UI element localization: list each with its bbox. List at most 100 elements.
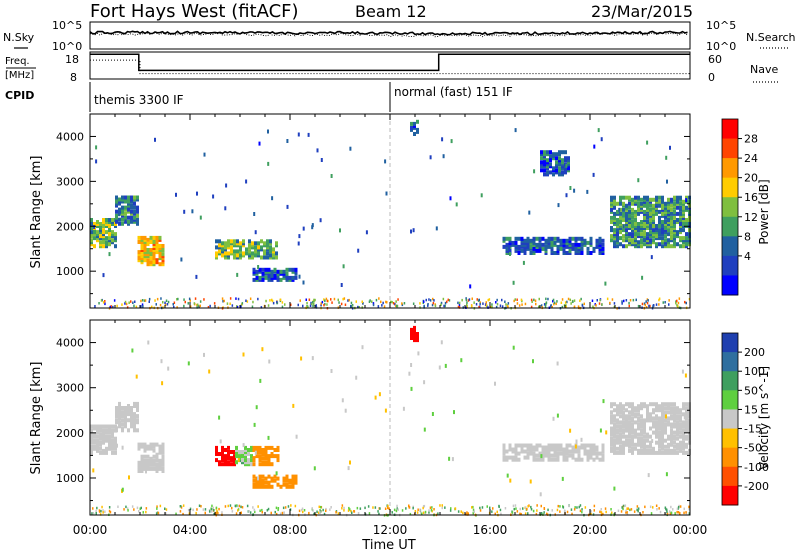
time-tick-0: 00:00 [73,523,108,537]
power-colorbar-tick-4: 12 [744,211,758,224]
freq-right-tick-top: 60 [708,53,722,66]
noise-panel: N.Sky 10^5 10^0 10^5 10^0 N.Search [3,19,796,53]
echo-patch-9 [610,195,691,249]
power-colorbar-tick-2: 20 [744,172,758,185]
echo-patch-7 [252,474,298,489]
velocity-colorbar-tick-7: -200 [744,480,769,493]
velocity-colorbar-tick-6: -100 [744,461,769,474]
velocity-colorbar-swatch-7 [722,466,738,487]
noise-right-label: N.Search [746,31,796,44]
echo-patch-1 [90,424,117,455]
date-title: 23/Mar/2015 [591,2,693,21]
freq-left-label-top: Freq. [5,56,30,67]
echo-patch-2 [115,195,139,226]
time-tick-1: 04:00 [173,523,208,537]
power-ytick-3000: 3000 [56,175,84,188]
freq-right-tick-bottom: 0 [708,71,715,84]
velocity-ytick-1000: 1000 [56,472,84,485]
power-colorbar-tick-3: 16 [744,191,758,204]
time-tick-6: 00:00 [673,523,708,537]
velocity-colorbar-swatch-3 [722,390,738,410]
velocity-colorbar-swatch-8 [722,485,738,506]
echo-patch-10 [610,402,691,455]
time-tick-3: 12:00 [373,523,408,537]
echo-patch-8 [540,150,570,177]
power-colorbar-swatch-5 [722,216,738,237]
cpid-label: CPID [5,89,34,102]
velocity-ytick-2000: 2000 [56,427,84,440]
velocity-ytick-4000: 4000 [56,337,84,350]
sparse-echoes [92,340,687,497]
freq-left-tick-bottom: 8 [70,71,77,84]
velocity-panel: 1000 2000 3000 4000 00:00 04:00 08:00 12:00 16:… [29,319,708,553]
velocity-colorbar-swatch-5 [722,428,738,449]
beam-title: Beam 12 [355,2,427,21]
time-tick-5: 20:00 [573,523,608,537]
velocity-colorbar-label: Velocity [m s^-1] [757,366,771,470]
power-colorbar-swatch-6 [722,236,738,257]
velocity-colorbar-tick-1: 100 [744,365,765,378]
time-tick-2: 08:00 [273,523,308,537]
velocity-colorbar-tick-4: -15 [744,423,762,436]
echo-patch-8 [410,325,419,343]
noise-left-label: N.Sky [3,31,35,44]
echo-patch-7 [502,236,605,255]
noise-right-tick-bottom: 10^0 [706,40,736,53]
time-tick-4: 16:00 [473,523,508,537]
echo-patch-5 [235,445,253,467]
echo-patch-5 [252,267,298,282]
freq-series-1 [90,53,690,72]
freq-left-label-bottom: [MHz] [5,70,34,81]
velocity-colorbar-tick-0: 200 [744,346,765,359]
velocity-colorbar: 200 100 50 15 -15 -50 -100 -200 Velocity [m s^-… [721,332,771,506]
echo-patch-4 [215,445,236,467]
power-colorbar-swatch-7 [722,255,738,276]
echo-patch-3 [137,442,165,473]
power-colorbar-swatch-3 [722,177,738,198]
echo-patch-4 [215,239,278,260]
power-colorbar-swatch-1 [722,138,738,159]
power-colorbar-swatch-8 [722,275,738,296]
velocity-colorbar-tick-2: 50 [744,384,758,397]
noise-left-tick-top: 10^5 [52,19,82,32]
velocity-ytick-3000: 3000 [56,382,84,395]
cpid-mode-1: themis 3300 IF [94,93,184,107]
sparse-echoes [93,128,688,289]
time-axis-label: Time UT [361,538,415,553]
noise-left-tick-bottom: 10^0 [52,40,82,53]
echo-patch-9 [502,443,605,462]
power-colorbar-tick-1: 24 [744,152,758,165]
velocity-colorbar-swatch-0 [722,333,738,353]
cpid-mode-2: normal (fast) 151 IF [394,85,513,99]
freq-series-2 [90,59,690,75]
velocity-ylabel: Slant Range [km] [29,362,44,475]
power-colorbar-tick-6: 4 [744,250,751,263]
power-panel: 1000 2000 3000 4000 Slant Range [km] [29,113,691,310]
power-colorbar-tick-0: 28 [744,133,758,146]
power-ytick-4000: 4000 [56,130,84,143]
power-ytick-2000: 2000 [56,220,84,233]
velocity-colorbar-swatch-4 [722,409,738,430]
power-colorbar-label: Power [dB] [757,179,771,244]
frequency-panel: Freq. [MHz] 18 8 60 0 Nave [5,51,778,84]
station-title: Fort Hays West (fitACF) [90,1,299,22]
echo-patch-2 [115,401,139,433]
freq-left-tick-top: 18 [65,53,79,66]
power-ylabel: Slant Range [km] [29,156,44,269]
noise-series-2 [89,32,688,38]
power-colorbar-swatch-4 [722,197,738,218]
velocity-colorbar-tick-5: -50 [744,442,762,455]
power-colorbar-swatch-0 [722,119,738,140]
velocity-colorbar-swatch-6 [722,447,738,468]
velocity-colorbar-swatch-1 [722,352,738,372]
power-colorbar-swatch-2 [722,158,738,179]
velocity-colorbar-swatch-2 [722,371,738,391]
noise-series-1 [89,30,688,36]
echo-patch-6 [410,119,419,136]
power-colorbar: 28 24 20 16 12 8 4 Power [dB] [721,118,771,296]
velocity-colorbar-tick-3: 15 [744,403,758,416]
echo-patch-1 [90,218,117,249]
noise-right-tick-top: 10^5 [706,19,736,32]
echo-patch-6 [252,445,280,467]
